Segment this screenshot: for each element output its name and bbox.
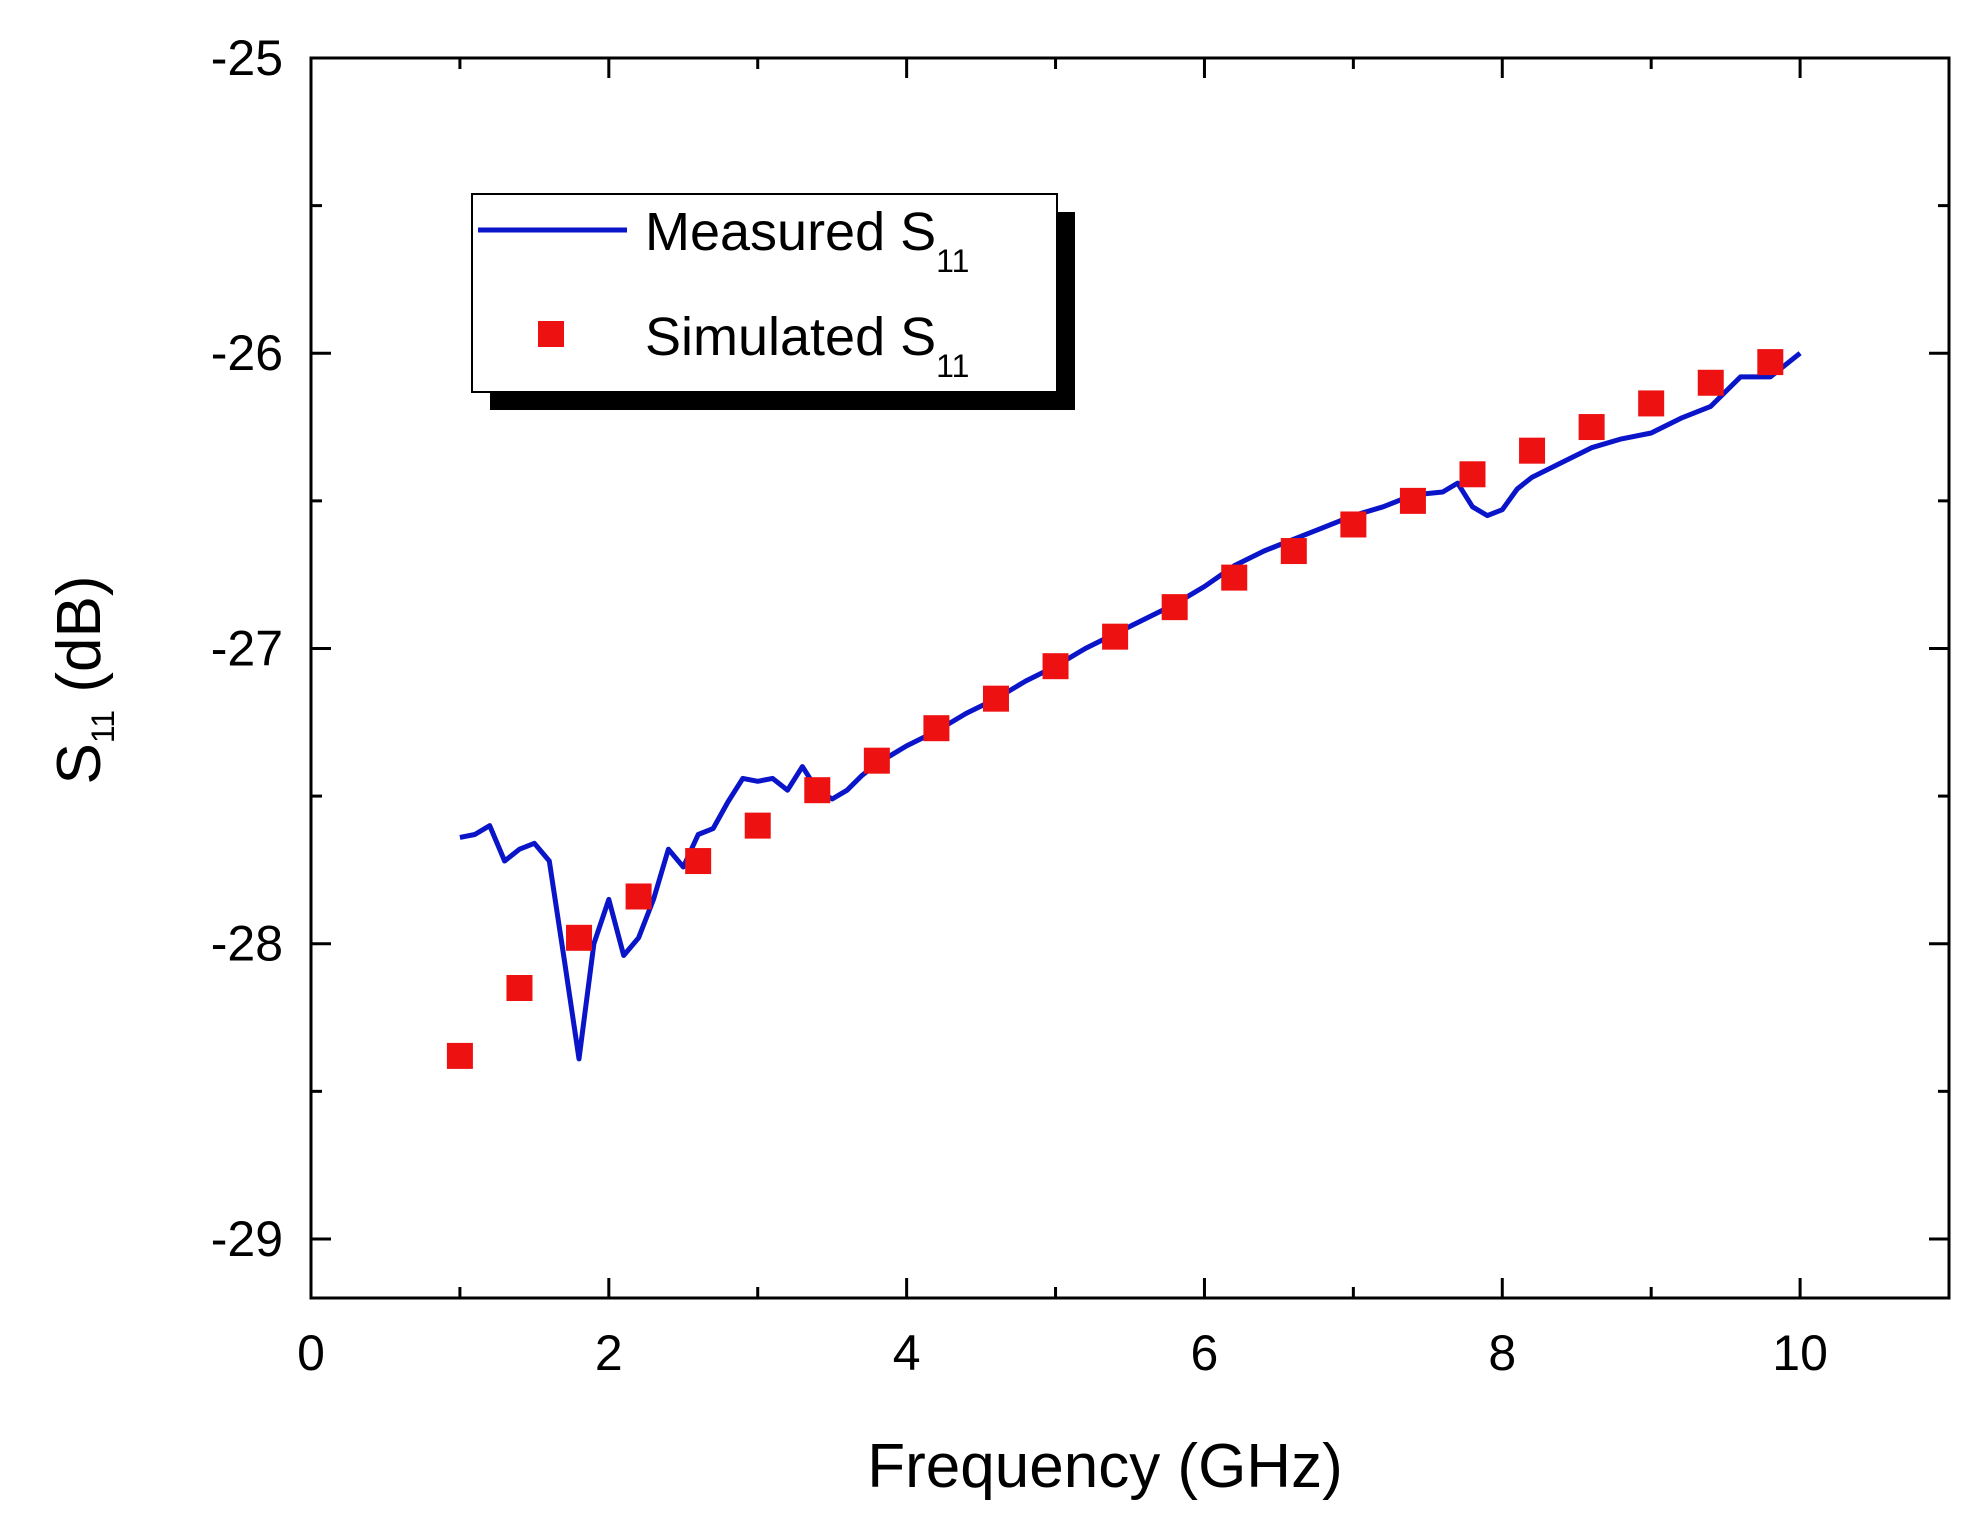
series-measured-line [459,351,1802,1062]
simulated-point [1042,653,1069,680]
simulated-point [804,777,831,804]
y-axis-title: S11 (dB) [45,576,121,785]
simulated-point [923,715,950,742]
legend-marker-swatch [538,321,564,347]
simulated-point [566,924,593,951]
simulated-point [1221,564,1248,591]
simulated-point [1102,623,1129,650]
x-tick-label: 6 [1191,1325,1219,1381]
x-tick-label: 8 [1488,1325,1516,1381]
simulated-point [1280,538,1307,565]
x-tick-label: 4 [893,1325,921,1381]
legend-box [471,193,1058,393]
simulated-point [446,1042,473,1069]
y-tick-label: -28 [211,916,283,972]
simulated-point [1578,414,1605,441]
x-axis-tick-labels: 0 2 4 6 8 10 [297,1325,1828,1381]
simulated-point [625,883,652,910]
y-axis-tick-labels: -25 -26 -27 -28 -29 [211,30,283,1267]
svg-text:S11 (dB): S11 (dB) [45,576,121,785]
series-layer [446,349,1802,1069]
y-axis-ticks [311,56,1949,1241]
y-axis-title-subscript: 11 [85,710,121,743]
y-tick-label: -27 [211,620,283,676]
simulated-point [1638,390,1665,417]
simulated-point [685,848,712,875]
plot-area-frame [309,56,1951,1300]
y-tick-label: -29 [211,1211,283,1267]
simulated-point [1340,511,1367,538]
x-tick-label: 10 [1772,1325,1828,1381]
simulated-point [1757,349,1784,376]
y-tick-label: -26 [211,325,283,381]
simulated-point [1161,594,1188,621]
simulated-point [1697,369,1724,396]
x-tick-label: 0 [297,1325,325,1381]
x-axis-title: Frequency (GHz) [867,1432,1342,1501]
legend: Measured S11 Simulated S11 [471,193,1075,410]
simulated-point [863,747,890,774]
simulated-point [1519,437,1546,464]
x-axis-ticks [309,58,1951,1298]
x-tick-label: 2 [595,1325,623,1381]
simulated-point [1459,461,1486,488]
y-axis-title-main: S [45,743,114,784]
simulated-point [506,975,533,1001]
y-axis-title-unit: (dB) [45,576,114,710]
y-tick-label: -25 [211,30,283,86]
simulated-point [1399,487,1426,514]
legend-label-simulated: Simulated S11 [645,307,969,384]
legend-label-measured: Measured S11 [645,202,969,279]
simulated-point [982,685,1009,712]
simulated-point [744,812,771,839]
